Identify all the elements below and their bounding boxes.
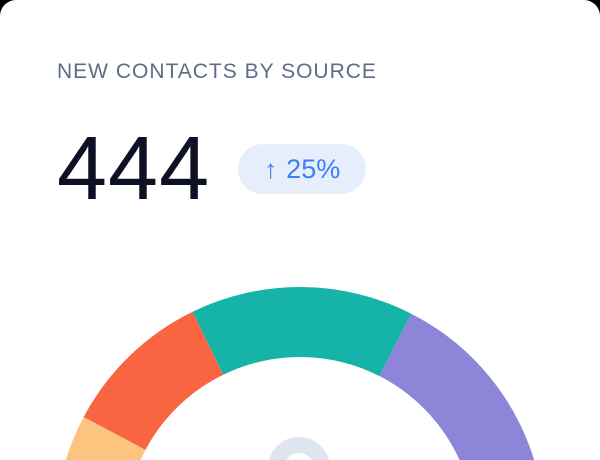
trend-badge-label: 25% [286,153,341,184]
metric-value: 444 [57,119,211,219]
donut-segment-peach[interactable] [56,416,146,460]
card-title: NEW CONTACTS BY SOURCE [57,60,377,83]
donut-segment-purple[interactable] [379,313,543,460]
metric-row: 444 ↑ 25% [57,119,367,219]
up-arrow-icon: ↑ [264,154,278,184]
user-icon [269,437,329,460]
donut-segment-teal[interactable] [192,287,412,377]
trend-badge: ↑ 25% [238,144,367,194]
donut-segment-orange[interactable] [83,311,224,450]
